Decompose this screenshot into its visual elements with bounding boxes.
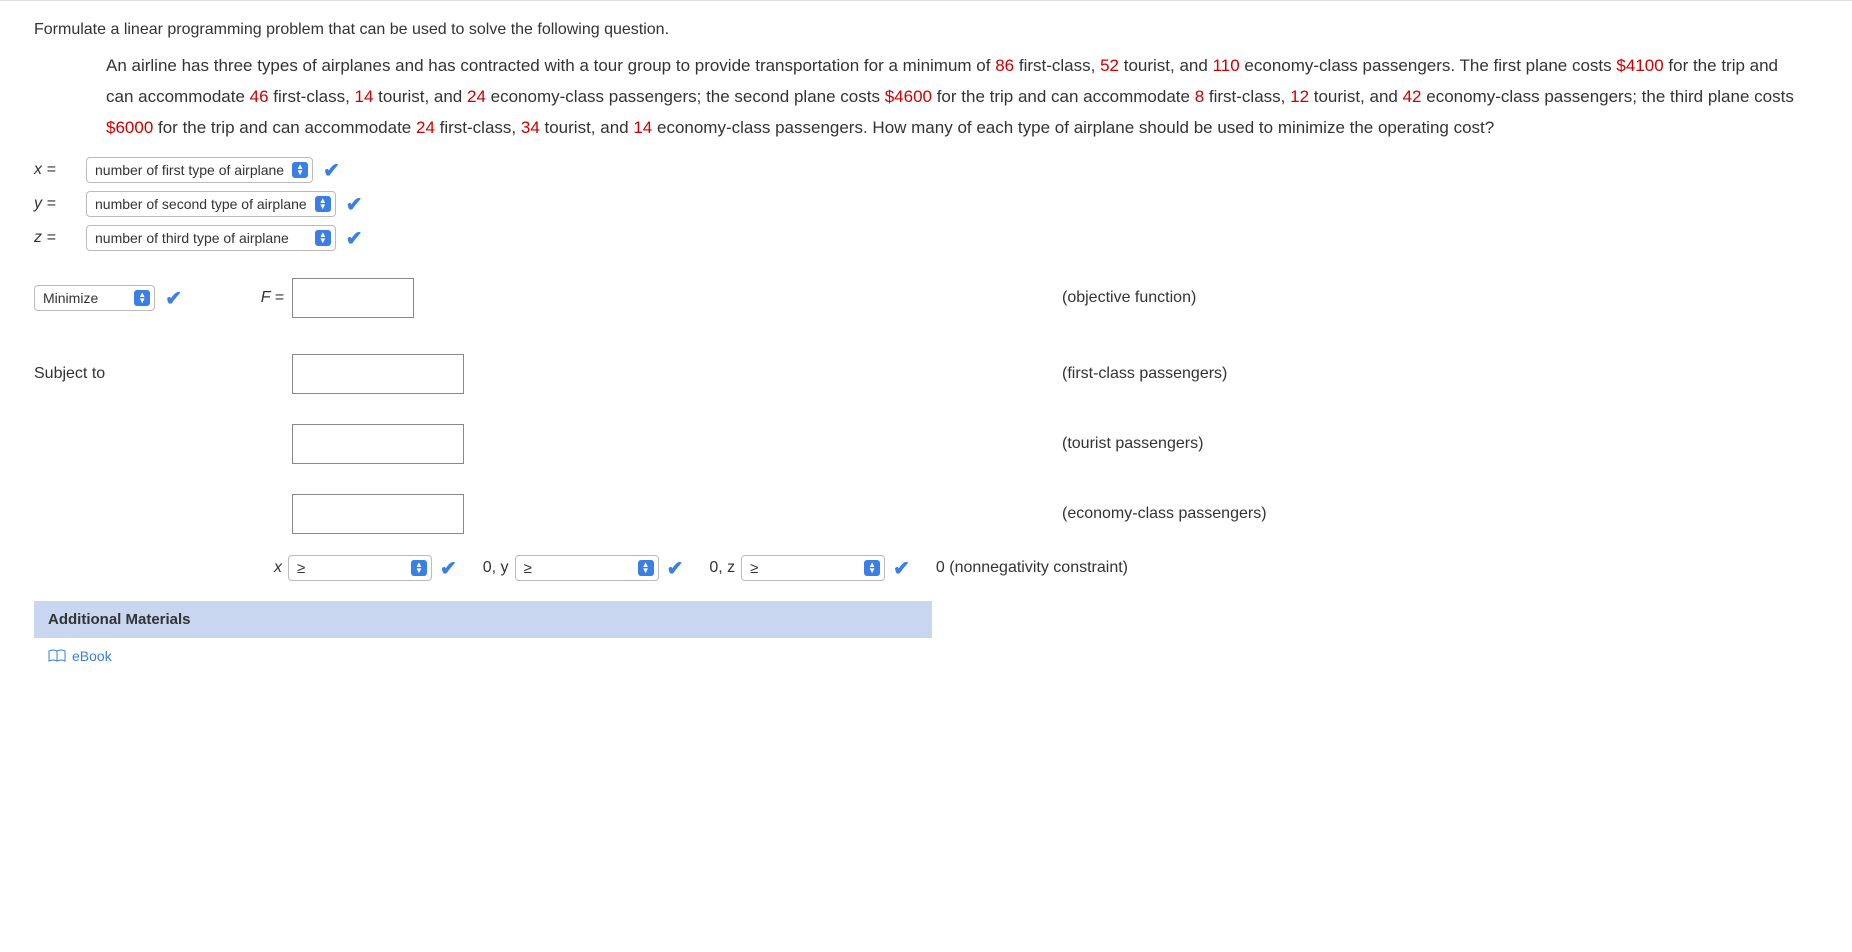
constraint-3-input[interactable]	[292, 494, 464, 534]
nn-y-rel-text: ≥	[524, 560, 630, 577]
constraint-2-input[interactable]	[292, 424, 464, 464]
check-icon: ✔	[667, 556, 684, 581]
constraint-3-label: (economy-class passengers)	[1062, 505, 1818, 523]
check-icon: ✔	[440, 556, 457, 581]
stepper-icon[interactable]	[315, 196, 331, 212]
stepper-icon[interactable]	[134, 290, 150, 306]
book-icon	[48, 649, 66, 663]
check-icon: ✔	[346, 226, 363, 251]
passage-text: for the trip and can accommodate	[153, 118, 416, 137]
nn-z-rel-text: ≥	[750, 560, 856, 577]
var-y-select-text: number of second type of airplane	[95, 196, 307, 212]
question-passage: An airline has three types of airplanes …	[106, 51, 1798, 143]
var-y-lhs: y =	[34, 195, 78, 213]
passage-text: economy-class passengers. The first plan…	[1240, 56, 1617, 75]
question-prompt: Formulate a linear programming problem t…	[34, 19, 1818, 41]
passage-red-value: 24	[467, 87, 486, 106]
stepper-icon[interactable]	[292, 162, 308, 178]
nn-tail: 0 (nonnegativity constraint)	[936, 559, 1128, 577]
objective-label: (objective function)	[1062, 289, 1818, 307]
stepper-icon[interactable]	[411, 560, 427, 576]
objective-eq: F =	[234, 289, 292, 307]
nn-y-rel-select[interactable]: ≥	[515, 555, 659, 581]
check-icon: ✔	[893, 556, 910, 581]
passage-red-value: 14	[633, 118, 652, 137]
passage-red-value: 8	[1195, 87, 1204, 106]
passage-text: An airline has three types of airplanes …	[106, 56, 995, 75]
subject-to-label: Subject to	[34, 365, 234, 383]
passage-text: first-class,	[1014, 56, 1100, 75]
nn-x-rel-text: ≥	[297, 560, 403, 577]
var-x-lhs: x =	[34, 161, 78, 179]
objective-select-text: Minimize	[43, 290, 98, 306]
passage-red-value: 34	[521, 118, 540, 137]
passage-red-value: 14	[355, 87, 374, 106]
passage-text: tourist, and	[373, 87, 467, 106]
objective-select[interactable]: Minimize	[34, 285, 155, 311]
passage-red-value: 86	[995, 56, 1014, 75]
constraint-2-label: (tourist passengers)	[1062, 435, 1818, 453]
passage-text: economy-class passengers; the third plan…	[1422, 87, 1794, 106]
check-icon: ✔	[346, 192, 363, 217]
stepper-icon[interactable]	[638, 560, 654, 576]
check-icon: ✔	[323, 158, 340, 183]
passage-text: tourist, and	[1119, 56, 1213, 75]
passage-red-value: $4100	[1616, 56, 1663, 75]
var-x-select-text: number of first type of airplane	[95, 162, 284, 178]
passage-text: for the trip and can accommodate	[932, 87, 1195, 106]
check-icon: ✔	[165, 286, 182, 311]
passage-red-value: 110	[1213, 56, 1240, 75]
var-z-select[interactable]: number of third type of airplane	[86, 225, 336, 251]
passage-red-value: 42	[1403, 87, 1422, 106]
passage-text: first-class,	[1204, 87, 1290, 106]
passage-red-value: 12	[1290, 87, 1309, 106]
passage-red-value: 24	[416, 118, 435, 137]
nn-z-rel-select[interactable]: ≥	[741, 555, 885, 581]
additional-materials-header: Additional Materials	[34, 601, 932, 638]
var-z-select-text: number of third type of airplane	[95, 230, 289, 246]
passage-text: economy-class passengers. How many of ea…	[652, 118, 1494, 137]
stepper-icon[interactable]	[315, 230, 331, 246]
nn-z: 0, z	[709, 559, 735, 577]
constraint-1-label: (first-class passengers)	[1062, 365, 1818, 383]
passage-text: first-class,	[269, 87, 355, 106]
var-x-select[interactable]: number of first type of airplane	[86, 157, 313, 183]
passage-text: economy-class passengers; the second pla…	[486, 87, 885, 106]
nn-x: x	[274, 559, 282, 577]
passage-red-value: 52	[1100, 56, 1119, 75]
objective-input[interactable]	[292, 278, 414, 318]
passage-red-value: $4600	[885, 87, 932, 106]
ebook-link[interactable]: eBook	[34, 648, 1818, 664]
passage-text: tourist, and	[1309, 87, 1403, 106]
constraint-1-input[interactable]	[292, 354, 464, 394]
nn-x-rel-select[interactable]: ≥	[288, 555, 432, 581]
passage-text: first-class,	[435, 118, 521, 137]
var-z-lhs: z =	[34, 229, 78, 247]
stepper-icon[interactable]	[864, 560, 880, 576]
passage-red-value: 46	[250, 87, 269, 106]
passage-text: tourist, and	[540, 118, 634, 137]
ebook-link-text: eBook	[72, 648, 112, 664]
nn-y: 0, y	[483, 559, 509, 577]
var-y-select[interactable]: number of second type of airplane	[86, 191, 336, 217]
passage-red-value: $6000	[106, 118, 153, 137]
